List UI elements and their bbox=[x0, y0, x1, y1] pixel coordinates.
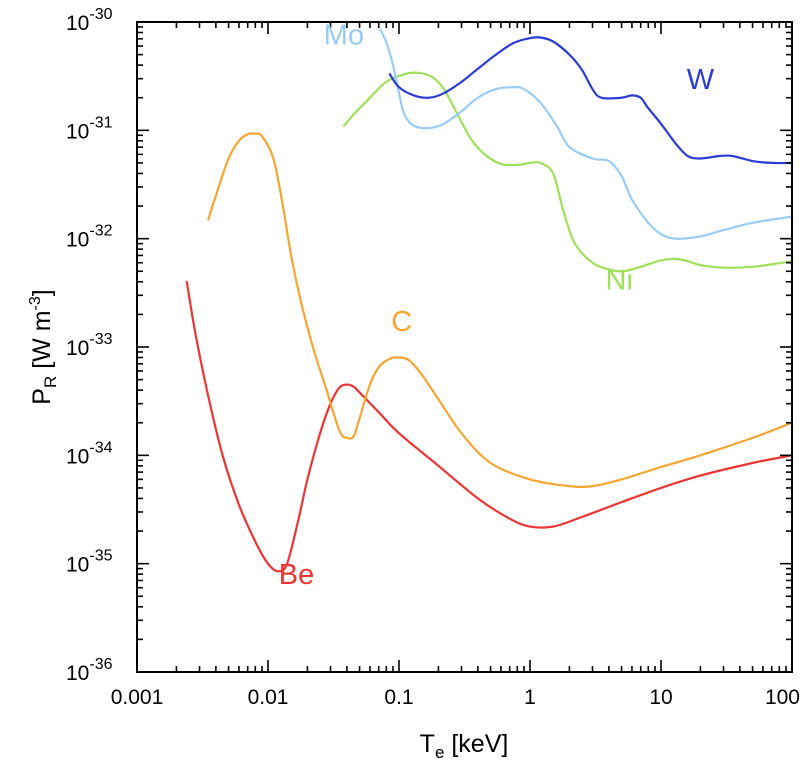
plot-frame bbox=[136, 21, 793, 673]
series-label-c: C bbox=[391, 306, 412, 338]
x-tick-label: 10 bbox=[649, 686, 672, 709]
x-tick-labels: 0.001 0.01 0.1 1 10 100 bbox=[111, 686, 800, 709]
series-curves bbox=[185, 28, 794, 573]
series-line-be bbox=[185, 280, 794, 573]
y-tick-label-base: 10 bbox=[66, 229, 89, 252]
series-label-mo: Mo bbox=[324, 19, 364, 51]
y-tick-label: 10-35 bbox=[66, 548, 113, 577]
y-tick-label-base: 10 bbox=[66, 662, 89, 685]
y-tick-label-exponent: -32 bbox=[89, 223, 112, 240]
y-tick-label-exponent: -34 bbox=[89, 439, 112, 456]
series-label-ni: Ni bbox=[606, 264, 633, 296]
y-tick-label-exponent: -35 bbox=[89, 548, 112, 565]
y-tick-label-exponent: -36 bbox=[89, 656, 112, 673]
y-tick-label: 10-34 bbox=[66, 439, 113, 468]
y-tick-label-base: 10 bbox=[66, 120, 89, 143]
y-tick-label: 10-32 bbox=[66, 223, 113, 252]
x-axis-title-base: T bbox=[420, 730, 435, 758]
y-tick-label: 10-31 bbox=[66, 114, 113, 143]
y-tick-label: 10-33 bbox=[66, 331, 113, 360]
y-tick-label: 10-36 bbox=[66, 656, 113, 685]
y-axis-title-subscript: R bbox=[41, 376, 60, 388]
series-line-ni bbox=[342, 71, 794, 273]
y-axis-title-unit-exponent: -3 bbox=[27, 296, 44, 310]
y-tick-label-exponent: -31 bbox=[89, 114, 112, 131]
series-line-mo bbox=[379, 28, 794, 240]
x-axis-title: Te [keV] bbox=[420, 730, 509, 762]
y-axis-title-unit-close: ] bbox=[28, 289, 56, 296]
series-line-w bbox=[388, 36, 794, 165]
series-label-w: W bbox=[687, 64, 715, 96]
x-tick-label: 0.01 bbox=[248, 686, 289, 709]
x-axis-title-unit: [keV] bbox=[444, 730, 508, 758]
y-axis-title-unit: [W m bbox=[28, 310, 56, 375]
y-tick-label-base: 10 bbox=[66, 12, 89, 35]
axis-ticks bbox=[136, 21, 793, 673]
y-tick-label-exponent: -30 bbox=[89, 6, 112, 23]
x-tick-label: 100 bbox=[765, 686, 800, 709]
series-line-c bbox=[207, 132, 794, 489]
x-axis-title-subscript: e bbox=[435, 743, 444, 762]
y-tick-label-base: 10 bbox=[66, 554, 89, 577]
y-axis-title: PR [W m-3] bbox=[27, 289, 60, 404]
y-tick-label: 10-30 bbox=[66, 6, 113, 35]
x-tick-label: 1 bbox=[524, 686, 536, 709]
y-tick-label-base: 10 bbox=[66, 337, 89, 360]
x-tick-label: 0.1 bbox=[384, 686, 413, 709]
y-tick-label-base: 10 bbox=[66, 445, 89, 468]
series-labels: Be C Ni Mo W bbox=[279, 19, 715, 590]
series-label-be: Be bbox=[279, 559, 314, 591]
x-tick-label: 0.001 bbox=[111, 686, 164, 709]
y-tick-label-exponent: -33 bbox=[89, 331, 112, 348]
y-axis-title-base: P bbox=[28, 388, 56, 405]
